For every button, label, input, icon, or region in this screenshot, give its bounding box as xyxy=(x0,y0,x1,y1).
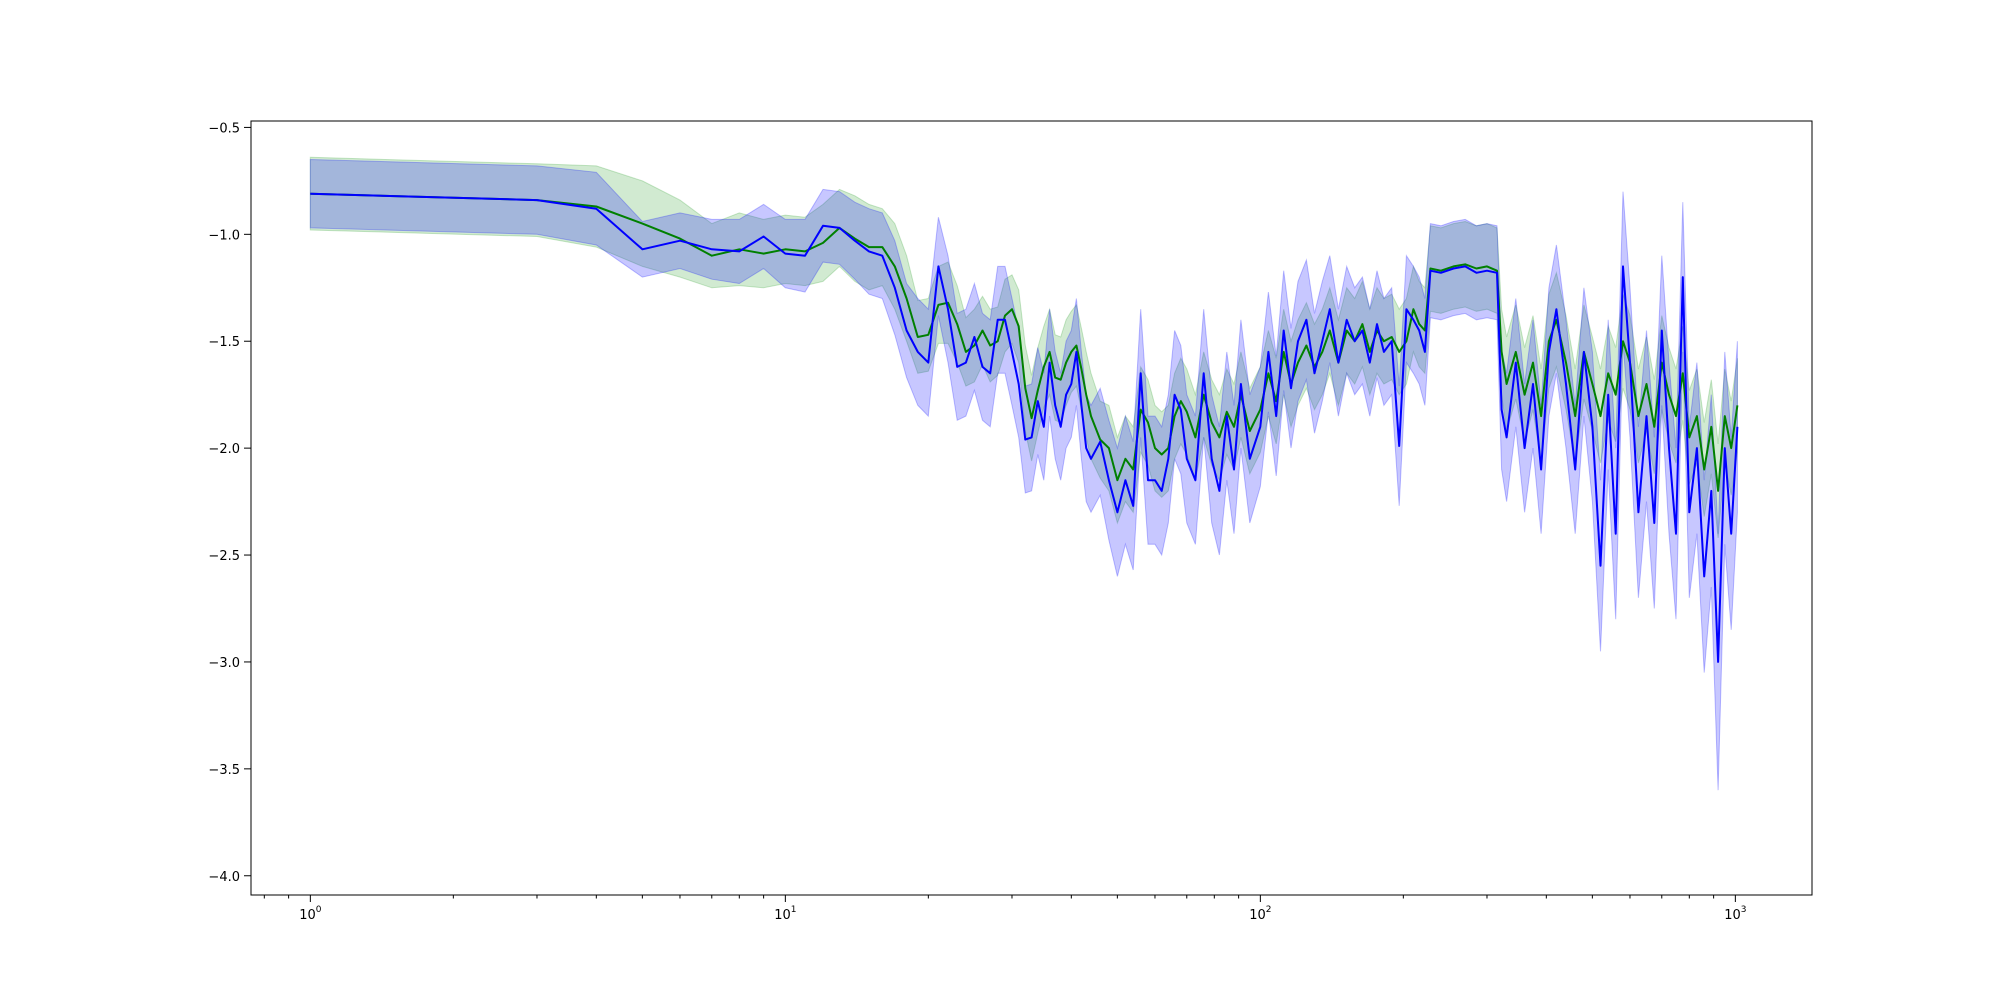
band-series-2 xyxy=(309,158,1738,791)
band-series-1 xyxy=(309,156,1738,538)
y-tick-label: −0.5 xyxy=(208,121,240,136)
y-tick-label: −4.0 xyxy=(208,870,240,885)
y-tick-label: −2.5 xyxy=(208,549,240,564)
x-tick-label: 100 xyxy=(299,905,322,923)
line-series-2 xyxy=(310,192,1739,663)
y-tick-label: −1.0 xyxy=(208,228,240,243)
x-tick-label: 102 xyxy=(1249,905,1271,923)
confidence-bands xyxy=(309,156,1738,791)
y-tick-label: −3.5 xyxy=(208,763,240,778)
y-axis: −0.5 −1.0 −1.5 −2.0 −2.5 −3.0 −3.5 −4.0 xyxy=(208,121,251,885)
y-tick-label: −2.0 xyxy=(208,442,240,457)
plot-frame xyxy=(250,120,1813,896)
y-tick-label: −3.0 xyxy=(208,656,240,671)
x-tick-label: 103 xyxy=(1724,905,1746,923)
x-tick-label: 101 xyxy=(774,905,796,923)
series-lines xyxy=(310,192,1739,663)
x-axis: 100 101 102 103 xyxy=(263,895,1746,923)
y-tick-label: −1.5 xyxy=(208,335,240,350)
